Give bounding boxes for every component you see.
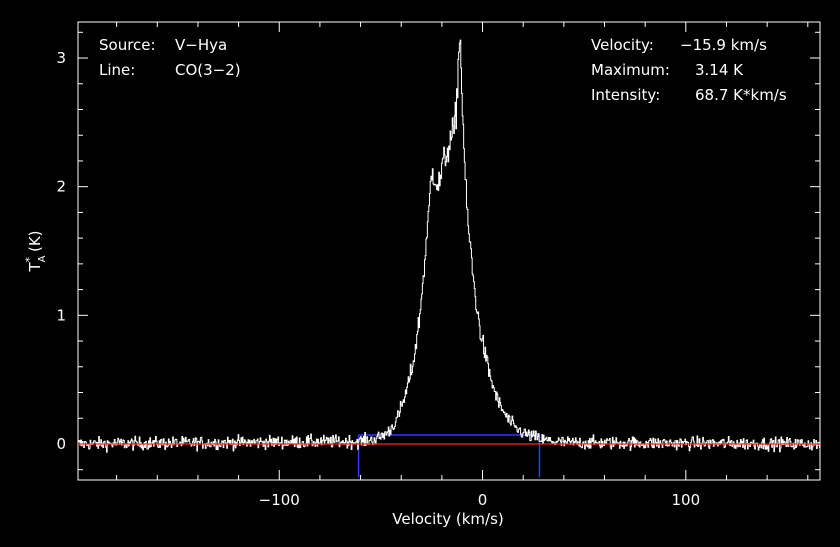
- maximum-value: 3.14 K: [695, 61, 744, 79]
- y-tick-label: 3: [56, 49, 66, 67]
- x-tick-label: 100: [672, 491, 701, 509]
- line-value: CO(3−2): [175, 61, 241, 79]
- source-value: V−Hya: [175, 36, 227, 54]
- y-tick-label: 1: [56, 306, 66, 324]
- y-axis-label-main: T: [26, 262, 44, 273]
- y-axis-label-sup: *: [23, 257, 36, 263]
- plot-frame: [77, 21, 821, 481]
- intensity-value: 68.7 K*km/s: [695, 86, 787, 104]
- spectrum-group: [78, 39, 820, 453]
- x-tick-label: −100: [259, 491, 300, 509]
- y-tick-label: 2: [56, 178, 66, 196]
- x-tick-label: 0: [478, 491, 488, 509]
- source-label: Source:: [99, 36, 156, 54]
- y-axis-label-unit: (K): [26, 230, 44, 252]
- tick-labels: −100 0 100 0 1 2 3: [56, 49, 700, 509]
- x-axis-label: Velocity (km/s): [392, 510, 503, 528]
- y-tick-label: 0: [56, 435, 66, 453]
- y-axis-label: TA* (K): [23, 230, 48, 272]
- maximum-label: Maximum:: [591, 61, 670, 79]
- intensity-label: Intensity:: [591, 86, 660, 104]
- velocity-label: Velocity:: [591, 36, 654, 54]
- line-label: Line:: [99, 61, 135, 79]
- velocity-value: −15.9 km/s: [680, 36, 767, 54]
- y-axis-label-sub: A: [37, 255, 48, 262]
- axis-ticks: [78, 22, 820, 480]
